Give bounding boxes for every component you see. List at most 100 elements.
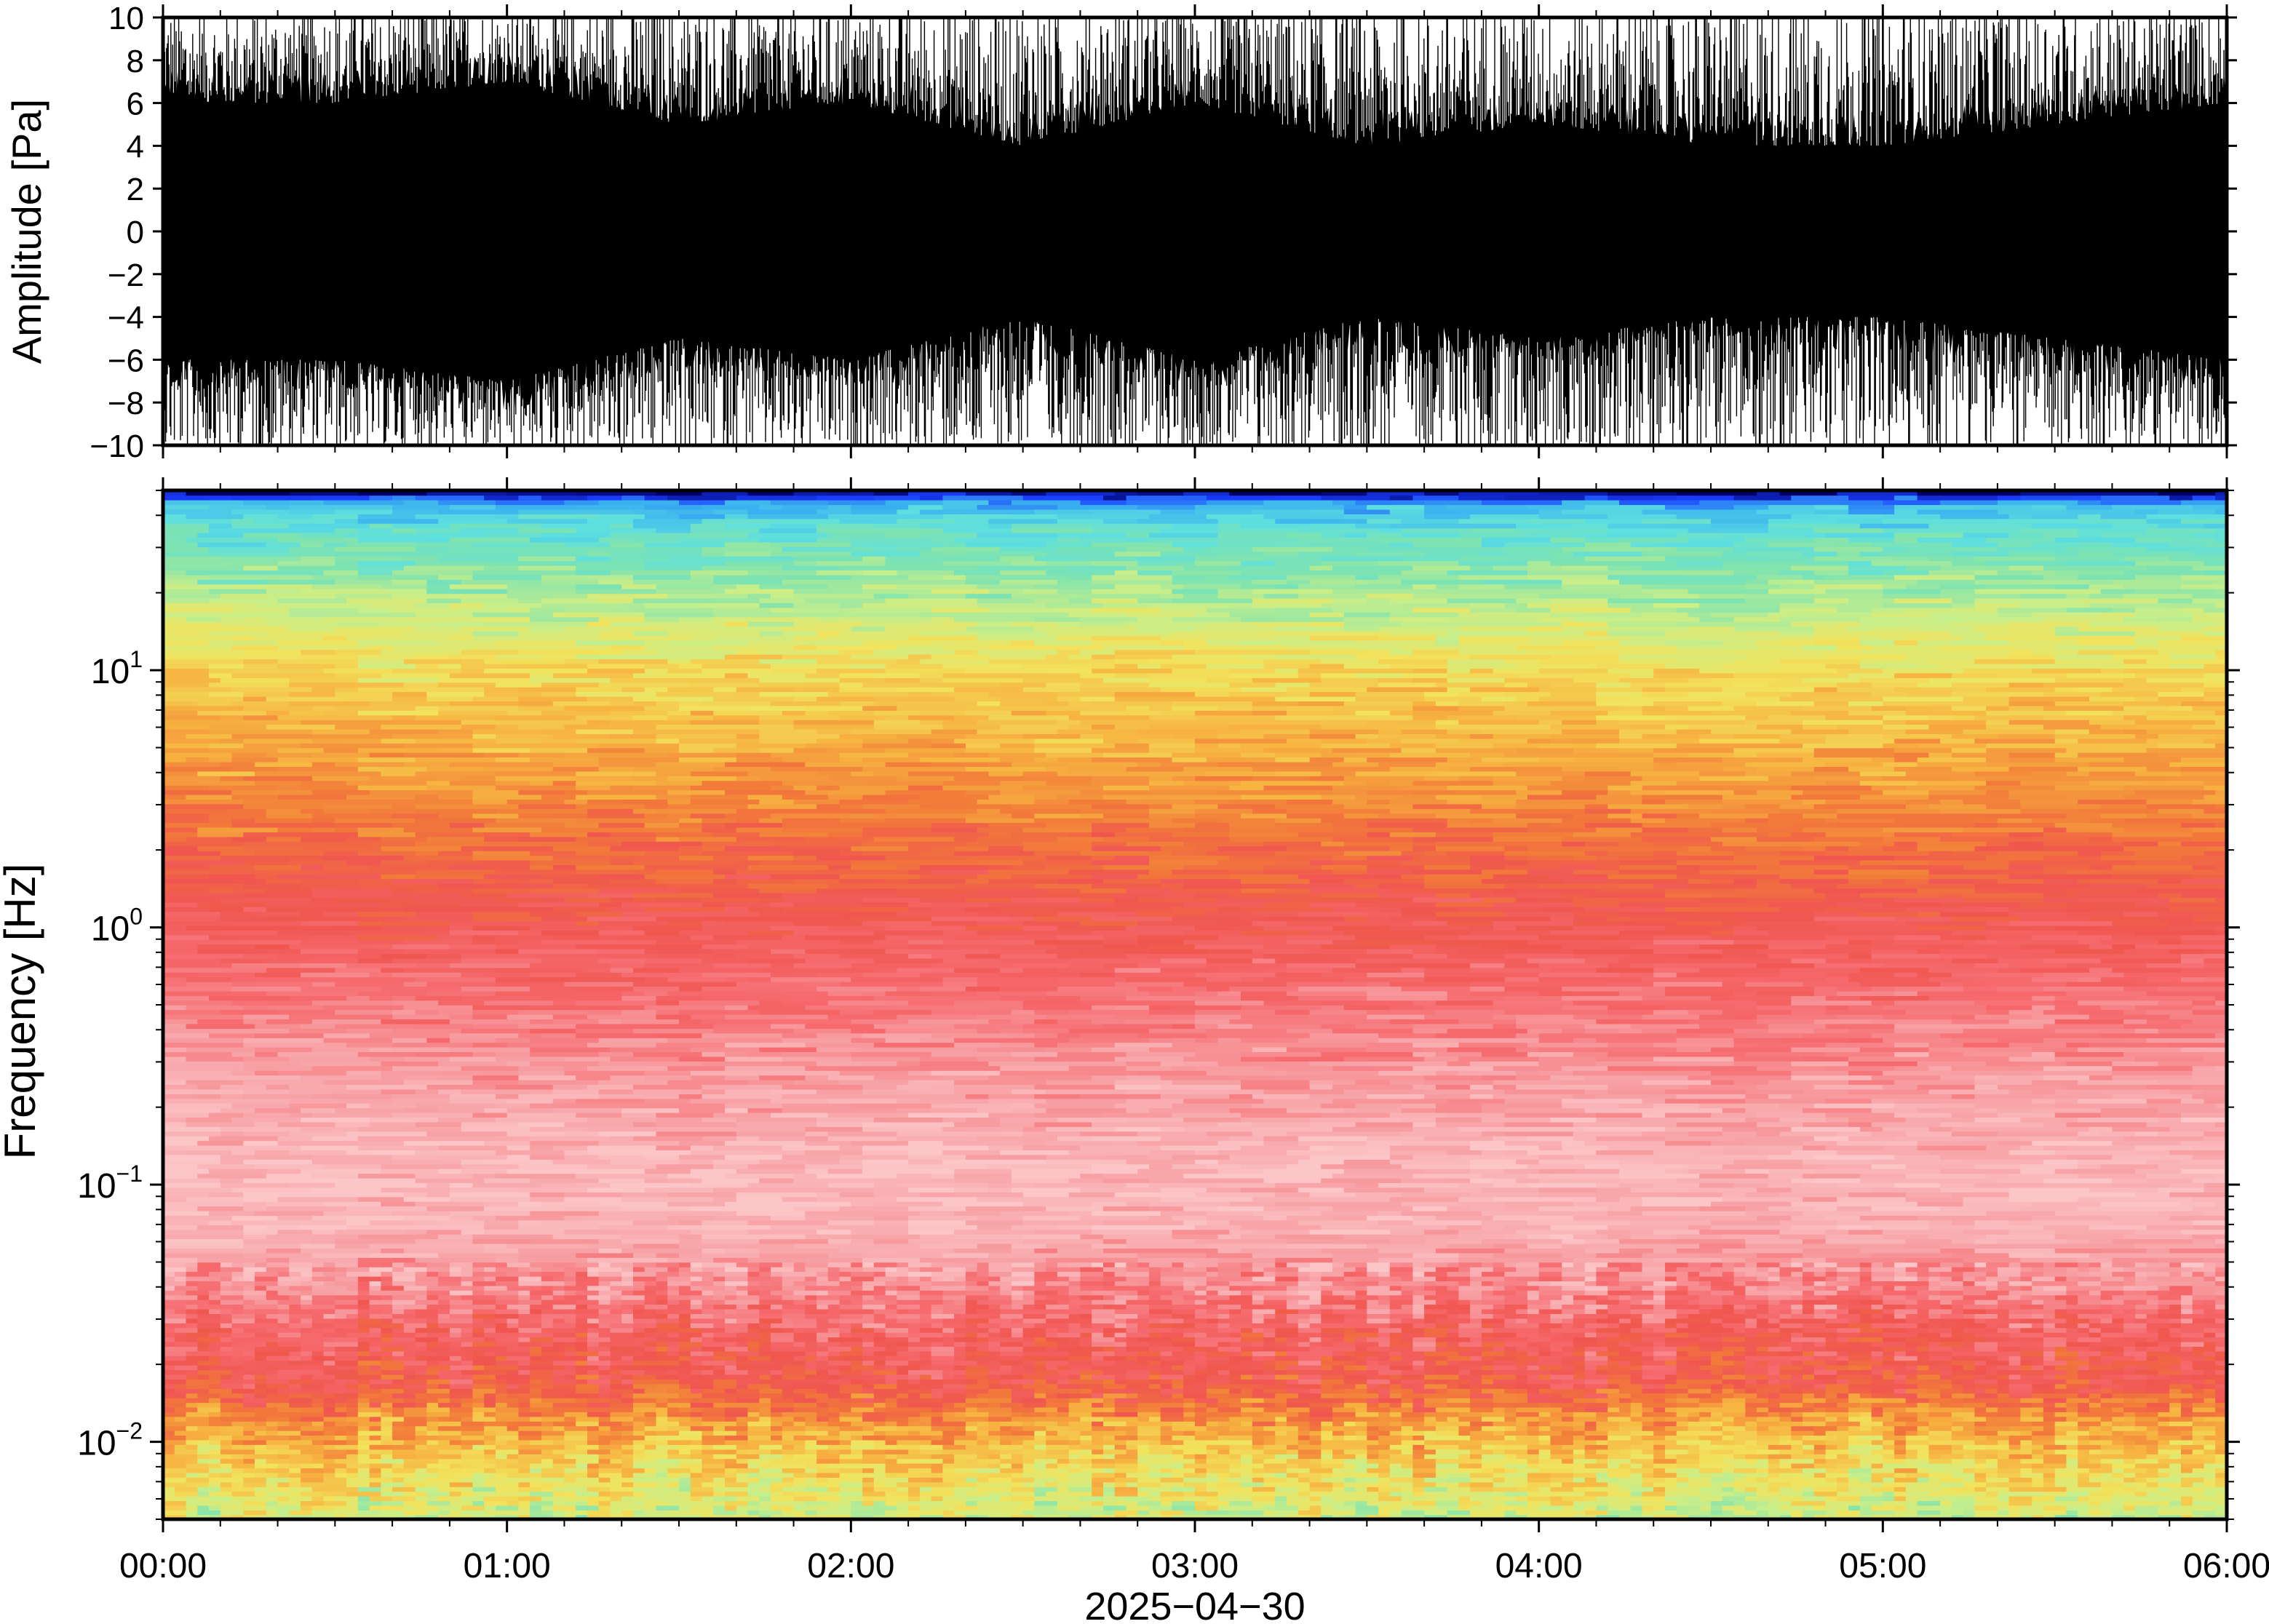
spectrogram-cell — [255, 1412, 279, 1417]
spectrogram-cell — [186, 1337, 199, 1342]
spectrogram-cell — [289, 1379, 313, 1385]
spectrogram-cell — [1458, 1458, 1482, 1464]
spectrogram-cell — [1435, 1360, 1448, 1366]
spectrogram-cell — [1412, 1364, 1425, 1371]
spectrogram-cell — [1241, 1346, 1265, 1352]
spectrogram-cell — [965, 1341, 990, 1347]
spectrogram-cell — [1424, 1439, 1436, 1445]
spectrogram-cell — [656, 1435, 680, 1441]
spectrogram-cell — [644, 1454, 668, 1460]
spectrogram-cell — [897, 1341, 909, 1347]
spectrogram-cell — [1195, 1341, 1219, 1347]
spectrogram-cell — [2100, 1472, 2113, 1478]
spectrogram-cell — [2020, 1412, 2032, 1417]
spectrogram-cell — [369, 1416, 382, 1422]
spectrogram-cell — [564, 1350, 576, 1356]
spectrogram-cell — [610, 1332, 634, 1338]
spectrogram-cell — [931, 1477, 944, 1483]
spectrogram-cell — [2032, 1379, 2044, 1385]
spectrogram-cell — [1550, 1393, 1562, 1398]
spectrogram-cell — [1287, 1379, 1299, 1385]
spectrogram-cell — [793, 1454, 817, 1460]
spectrogram-cell — [1332, 1495, 1356, 1502]
spectrogram-cell — [552, 1495, 565, 1502]
spectrogram-cell — [2135, 1341, 2159, 1347]
spectrogram-cell — [1355, 1505, 1379, 1510]
spectrogram-cell — [851, 1364, 875, 1371]
spectrogram-cell — [1424, 1379, 1436, 1385]
spectrogram-cell — [598, 1356, 611, 1361]
spectrogram-cell — [357, 1379, 370, 1385]
spectrogram-cell — [977, 1505, 990, 1510]
spectrogram-cell — [1768, 1500, 1792, 1506]
spectrogram-cell — [392, 1435, 416, 1441]
spectrogram-cell — [873, 1481, 886, 1487]
spectrogram-cell — [725, 1364, 737, 1371]
spectrogram-cell — [873, 1374, 886, 1380]
spectrogram-cell — [2135, 1369, 2159, 1375]
spectrogram-cell — [1068, 1472, 1092, 1478]
spectrogram-cell — [2135, 1481, 2147, 1487]
spectrogram-cell — [1516, 1486, 1540, 1492]
spectrogram-cell — [381, 1356, 393, 1361]
spectrogram-cell — [977, 1486, 990, 1492]
spectrogram-cell — [667, 1472, 680, 1478]
spectrogram-cell — [897, 1397, 921, 1404]
spectrogram-cell — [1092, 1472, 1116, 1478]
spectrogram-cell — [1665, 1416, 1689, 1422]
spectrogram-cell — [1883, 1341, 1895, 1347]
spectrogram-cell — [461, 1514, 474, 1519]
spectrogram-cell — [323, 1350, 336, 1356]
spectrogram-cell — [1114, 1402, 1138, 1408]
spectrogram-cell — [1034, 1505, 1058, 1510]
spectrogram-cell — [1389, 1379, 1402, 1385]
spectrogram-cell — [1573, 1383, 1586, 1389]
spectrogram-cell — [2008, 1337, 2032, 1342]
waveform-y-tick-label: −10 — [90, 429, 144, 464]
spectrogram-cell — [266, 1510, 279, 1516]
spectrogram-cell — [1114, 1481, 1127, 1487]
spectrogram-cell — [2020, 1444, 2032, 1450]
spectrogram-cell — [186, 1514, 210, 1519]
spectrogram-cell — [220, 1439, 233, 1445]
spectrogram-cell — [667, 1416, 680, 1422]
spectrogram-cell — [2032, 1341, 2044, 1347]
spectrogram-cell — [1837, 1379, 1849, 1385]
spectrogram-cell — [2112, 1468, 2124, 1473]
spectrogram-cell — [1355, 1491, 1379, 1497]
spectrogram-cell — [1974, 1406, 1987, 1412]
spectrogram-cell — [472, 1397, 485, 1404]
spectrogram-cell — [1263, 1439, 1276, 1445]
spectrogram-cell — [759, 1416, 771, 1422]
spectrogram-cell — [381, 1332, 393, 1338]
spectrogram-cell — [1550, 1439, 1574, 1445]
spectrogram-cell — [1711, 1360, 1735, 1366]
spectrogram-cell — [1068, 1435, 1081, 1441]
spectrogram-cell — [1401, 1332, 1425, 1338]
spectrogram-cell — [1092, 1486, 1104, 1492]
spectrogram-cell — [736, 1374, 760, 1380]
spectrogram-cell — [1092, 1481, 1104, 1487]
spectrogram-cell — [1596, 1416, 1608, 1422]
spectrogram-cell — [1917, 1462, 1941, 1469]
spectrogram-cell — [1034, 1360, 1046, 1366]
spectrogram-cell — [1917, 1406, 1930, 1412]
spectrogram-cell — [1733, 1430, 1757, 1436]
spectrogram-cell — [1389, 1468, 1414, 1473]
spectrogram-cell — [1160, 1374, 1184, 1380]
spectrogram-cell — [1894, 1468, 1918, 1473]
spectrogram-cell — [552, 1481, 565, 1487]
spectrogram-cell — [2135, 1505, 2159, 1510]
spectrogram-cell — [908, 1393, 921, 1398]
spectrogram-cell — [220, 1346, 233, 1352]
spectrogram-cell — [610, 1402, 634, 1408]
spectrogram-cell — [174, 1406, 199, 1412]
spectrogram-cell — [1883, 1369, 1895, 1375]
spectrogram-cell — [552, 1369, 576, 1375]
spectrogram-cell — [725, 1468, 737, 1473]
spectrogram-cell — [1917, 1500, 1941, 1506]
spectrogram-cell — [1768, 1393, 1781, 1398]
spectrogram-cell — [679, 1369, 691, 1375]
spectrogram-cell — [1768, 1360, 1792, 1366]
spectrogram-cell — [1665, 1388, 1689, 1394]
